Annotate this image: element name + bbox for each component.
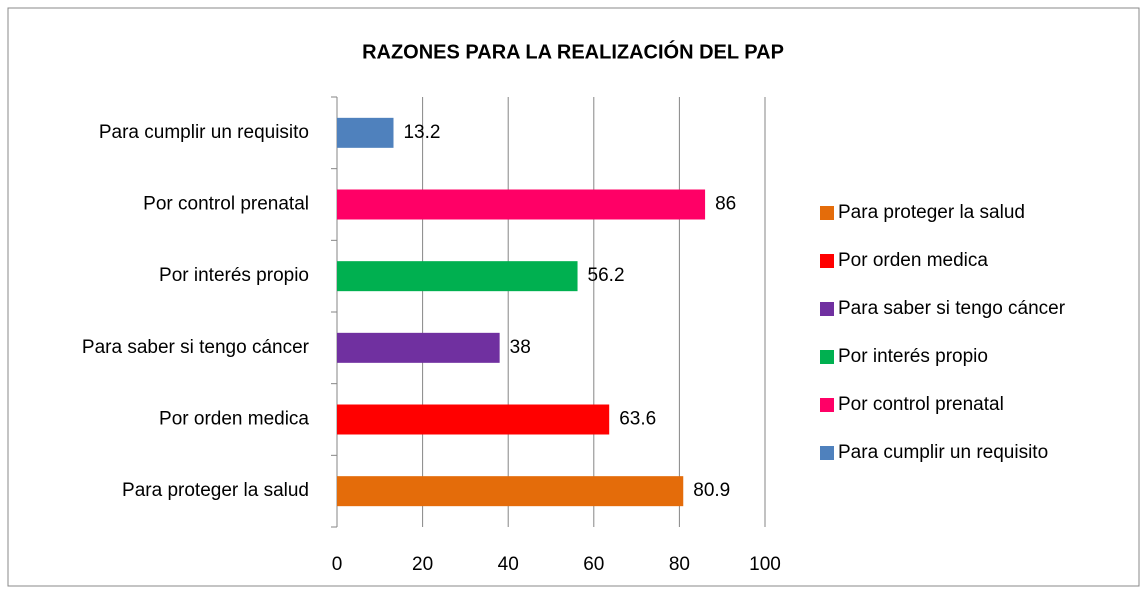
value-label: 80.9 xyxy=(693,480,730,501)
bar xyxy=(337,404,610,435)
bar xyxy=(337,332,500,363)
y-tick-label: Para proteger la salud xyxy=(122,480,309,501)
legend-swatch xyxy=(820,302,834,316)
value-label: 38 xyxy=(510,337,531,358)
bar xyxy=(337,117,394,148)
value-label: 63.6 xyxy=(619,409,656,430)
x-tick-label: 20 xyxy=(412,554,433,575)
value-label: 13.2 xyxy=(403,122,440,143)
legend-swatch xyxy=(820,398,834,412)
value-label: 56.2 xyxy=(588,265,625,286)
legend-swatch xyxy=(820,206,834,220)
legend-label: Para cumplir un requisito xyxy=(838,442,1048,463)
legend-label: Por orden medica xyxy=(838,250,988,271)
bar xyxy=(337,261,578,292)
value-label: 86 xyxy=(715,194,736,215)
x-tick-label: 40 xyxy=(498,554,519,575)
legend-swatch xyxy=(820,446,834,460)
chart-title: RAZONES PARA LA REALIZACIÓN DEL PAP xyxy=(362,39,784,63)
legend-label: Para saber si tengo cáncer xyxy=(838,298,1066,319)
legend-label: Por interés propio xyxy=(838,346,988,367)
legend-swatch xyxy=(820,350,834,364)
x-tick-label: 0 xyxy=(332,554,343,575)
x-tick-label: 60 xyxy=(583,554,604,575)
y-tick-label: Para saber si tengo cáncer xyxy=(82,337,310,358)
y-tick-label: Por control prenatal xyxy=(143,194,309,215)
bar xyxy=(337,189,706,220)
x-tick-label: 80 xyxy=(669,554,690,575)
legend-label: Por control prenatal xyxy=(838,394,1004,415)
y-tick-label: Por interés propio xyxy=(159,265,309,286)
bar xyxy=(337,476,684,507)
x-tick-label: 100 xyxy=(749,554,781,575)
y-tick-label: Por orden medica xyxy=(159,409,309,430)
legend-swatch xyxy=(820,254,834,268)
legend-label: Para proteger la salud xyxy=(838,202,1025,223)
y-tick-label: Para cumplir un requisito xyxy=(99,122,309,143)
